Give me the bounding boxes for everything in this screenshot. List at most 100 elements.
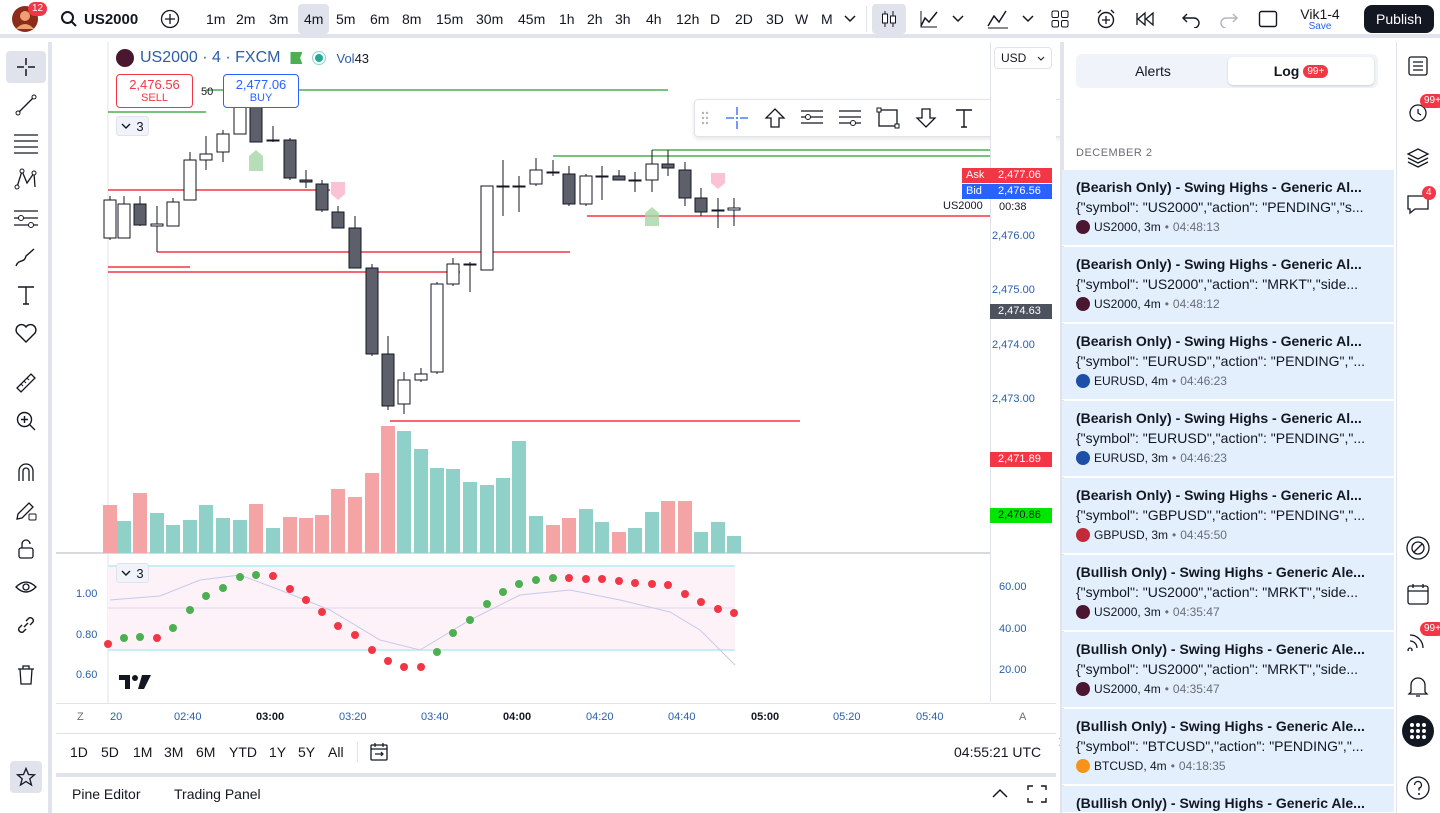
dt-short-position[interactable] [831, 101, 869, 135]
timeframe-1h[interactable]: 1h [559, 11, 575, 27]
alert-log-item[interactable]: (Bearish Only) - Swing Highs - Generic A… [1062, 324, 1394, 400]
chats-button[interactable]: 4 [1398, 186, 1438, 222]
timeframe-dropdown[interactable] [840, 9, 860, 29]
dt-arrow-up[interactable] [756, 101, 794, 135]
alert-log-item[interactable]: (Bearish Only) - Swing Highs - Generic A… [1062, 247, 1394, 323]
alert-log-item[interactable]: (Bullish Only) - Swing Highs - Generic A… [1062, 786, 1394, 813]
timeframe-6m[interactable]: 6m [370, 11, 390, 27]
tab-pine-editor[interactable]: Pine Editor [72, 786, 141, 802]
range-1m[interactable]: 1M [133, 744, 153, 760]
timeframe-2h[interactable]: 2h [587, 11, 603, 27]
alert-log-item[interactable]: (Bullish Only) - Swing Highs - Generic A… [1062, 555, 1394, 631]
alert-log-item[interactable]: (Bearish Only) - Swing Highs - Generic A… [1062, 478, 1394, 554]
buy-button[interactable]: 2,477.06 BUY [223, 74, 299, 108]
compare-symbol-button[interactable] [158, 8, 182, 30]
hide-drawings[interactable] [6, 571, 46, 603]
timeframe-15m[interactable]: 15m [436, 11, 464, 27]
alert-log-item[interactable]: (Bullish Only) - Swing Highs - Generic A… [1062, 709, 1394, 785]
undo-button[interactable] [1178, 6, 1204, 32]
crosshair-tool[interactable] [6, 51, 46, 83]
time-axis-z[interactable]: Z [77, 711, 84, 723]
tab-log[interactable]: Log 99+ [1228, 57, 1374, 85]
products-button[interactable] [1398, 713, 1438, 749]
fullscreen-button[interactable] [1254, 6, 1282, 32]
timeframe-2m[interactable]: 2m [236, 11, 256, 27]
patterns-tool[interactable] [6, 163, 46, 195]
favorites-tool[interactable] [6, 317, 46, 349]
sell-button[interactable]: 2,476.56 SELL [116, 74, 193, 108]
notifications-button[interactable] [1398, 668, 1438, 704]
indicators-button[interactable] [984, 6, 1012, 32]
price-axis[interactable] [990, 42, 1056, 702]
dt-text[interactable] [945, 101, 983, 135]
timeframe-3D[interactable]: 3D [766, 11, 784, 27]
legend-collapse-button[interactable]: 3 [116, 116, 149, 136]
utc-clock[interactable]: 04:55:21 UTC [954, 744, 1042, 760]
timeframe-12h[interactable]: 12h [676, 11, 700, 27]
calendar-button[interactable] [1398, 576, 1438, 612]
layout-name-button[interactable]: Vik1-4 Save [1290, 6, 1350, 34]
timeframe-4h[interactable]: 4h [646, 11, 662, 27]
time-axis-a[interactable]: A [1019, 711, 1027, 723]
symbol-search[interactable]: US2000 [60, 6, 138, 32]
timeframe-1m[interactable]: 1m [206, 11, 226, 27]
range-1y[interactable]: 1Y [269, 744, 287, 760]
redo-button[interactable] [1216, 6, 1242, 32]
brush-tool[interactable] [6, 241, 46, 273]
replay-button[interactable] [1132, 6, 1160, 32]
range-all[interactable]: All [328, 744, 344, 760]
lock-drawings[interactable] [6, 533, 46, 565]
object-tree-button[interactable] [1398, 140, 1438, 176]
legend-title[interactable]: US2000 · 4 · FXCM [140, 49, 281, 66]
timeframe-5m[interactable]: 5m [336, 11, 356, 27]
chart-type-dropdown[interactable] [948, 9, 968, 29]
alert-button[interactable] [1092, 6, 1120, 32]
indicators-templates-button[interactable] [916, 6, 942, 32]
alert-log-item[interactable]: (Bearish Only) - Swing Highs - Generic A… [1062, 401, 1394, 477]
alert-log-item[interactable]: (Bearish Only) - Swing Highs - Generic A… [1062, 170, 1394, 246]
tradingview-logo[interactable] [118, 672, 152, 692]
range-5d[interactable]: 5D [101, 744, 119, 760]
panel-maximize-button[interactable] [1024, 782, 1050, 806]
user-avatar[interactable]: 12 [10, 2, 48, 33]
indicator-collapse-button[interactable]: 3 [116, 563, 149, 583]
magnet-tool[interactable] [6, 456, 46, 488]
chart-pane[interactable] [56, 42, 1056, 732]
range-5y[interactable]: 5Y [298, 744, 316, 760]
timeframe-2D[interactable]: 2D [735, 11, 753, 27]
help-button[interactable] [1398, 770, 1438, 806]
timeframe-30m[interactable]: 30m [476, 11, 504, 27]
range-ytd[interactable]: YTD [229, 744, 257, 760]
currency-selector[interactable]: USD [994, 47, 1052, 69]
dt-crosshair[interactable] [718, 101, 756, 135]
tab-alerts[interactable]: Alerts [1135, 63, 1171, 79]
dt-arrow-down[interactable] [907, 101, 945, 135]
zoom-in-tool[interactable] [6, 405, 46, 437]
time-axis[interactable] [56, 703, 1056, 732]
range-6m[interactable]: 6M [196, 744, 216, 760]
dt-rectangle[interactable] [869, 101, 907, 135]
alert-log-item[interactable]: (Bullish Only) - Swing Highs - Generic A… [1062, 632, 1394, 708]
indicators-dropdown[interactable] [1018, 9, 1038, 29]
timeframe-3h[interactable]: 3h [615, 11, 631, 27]
timeframe-4m[interactable]: 4m [298, 4, 330, 34]
news-stream-button[interactable]: 99+ [1398, 622, 1440, 658]
panel-expand-button[interactable] [988, 782, 1012, 804]
alerts-sidebar-button[interactable]: 99+ [1398, 94, 1440, 130]
ideas-button[interactable] [1398, 530, 1438, 566]
stay-in-drawing-mode[interactable] [6, 495, 46, 527]
tab-trading-panel[interactable]: Trading Panel [174, 786, 261, 802]
timeframe-45m[interactable]: 45m [518, 11, 546, 27]
remove-drawings[interactable] [6, 659, 46, 691]
goto-date-button[interactable] [366, 740, 392, 764]
sync-drawings[interactable] [6, 609, 46, 641]
timeframe-M[interactable]: M [821, 11, 833, 27]
drag-handle[interactable] [698, 108, 712, 128]
watchlist-button[interactable] [1398, 48, 1438, 84]
dt-long-position[interactable] [793, 101, 831, 135]
candles-chart-type-button[interactable] [872, 4, 906, 34]
layout-grid-button[interactable] [1046, 6, 1074, 32]
timeframe-8m[interactable]: 8m [402, 11, 422, 27]
range-1d[interactable]: 1D [70, 744, 88, 760]
trend-line-tool[interactable] [6, 89, 46, 121]
